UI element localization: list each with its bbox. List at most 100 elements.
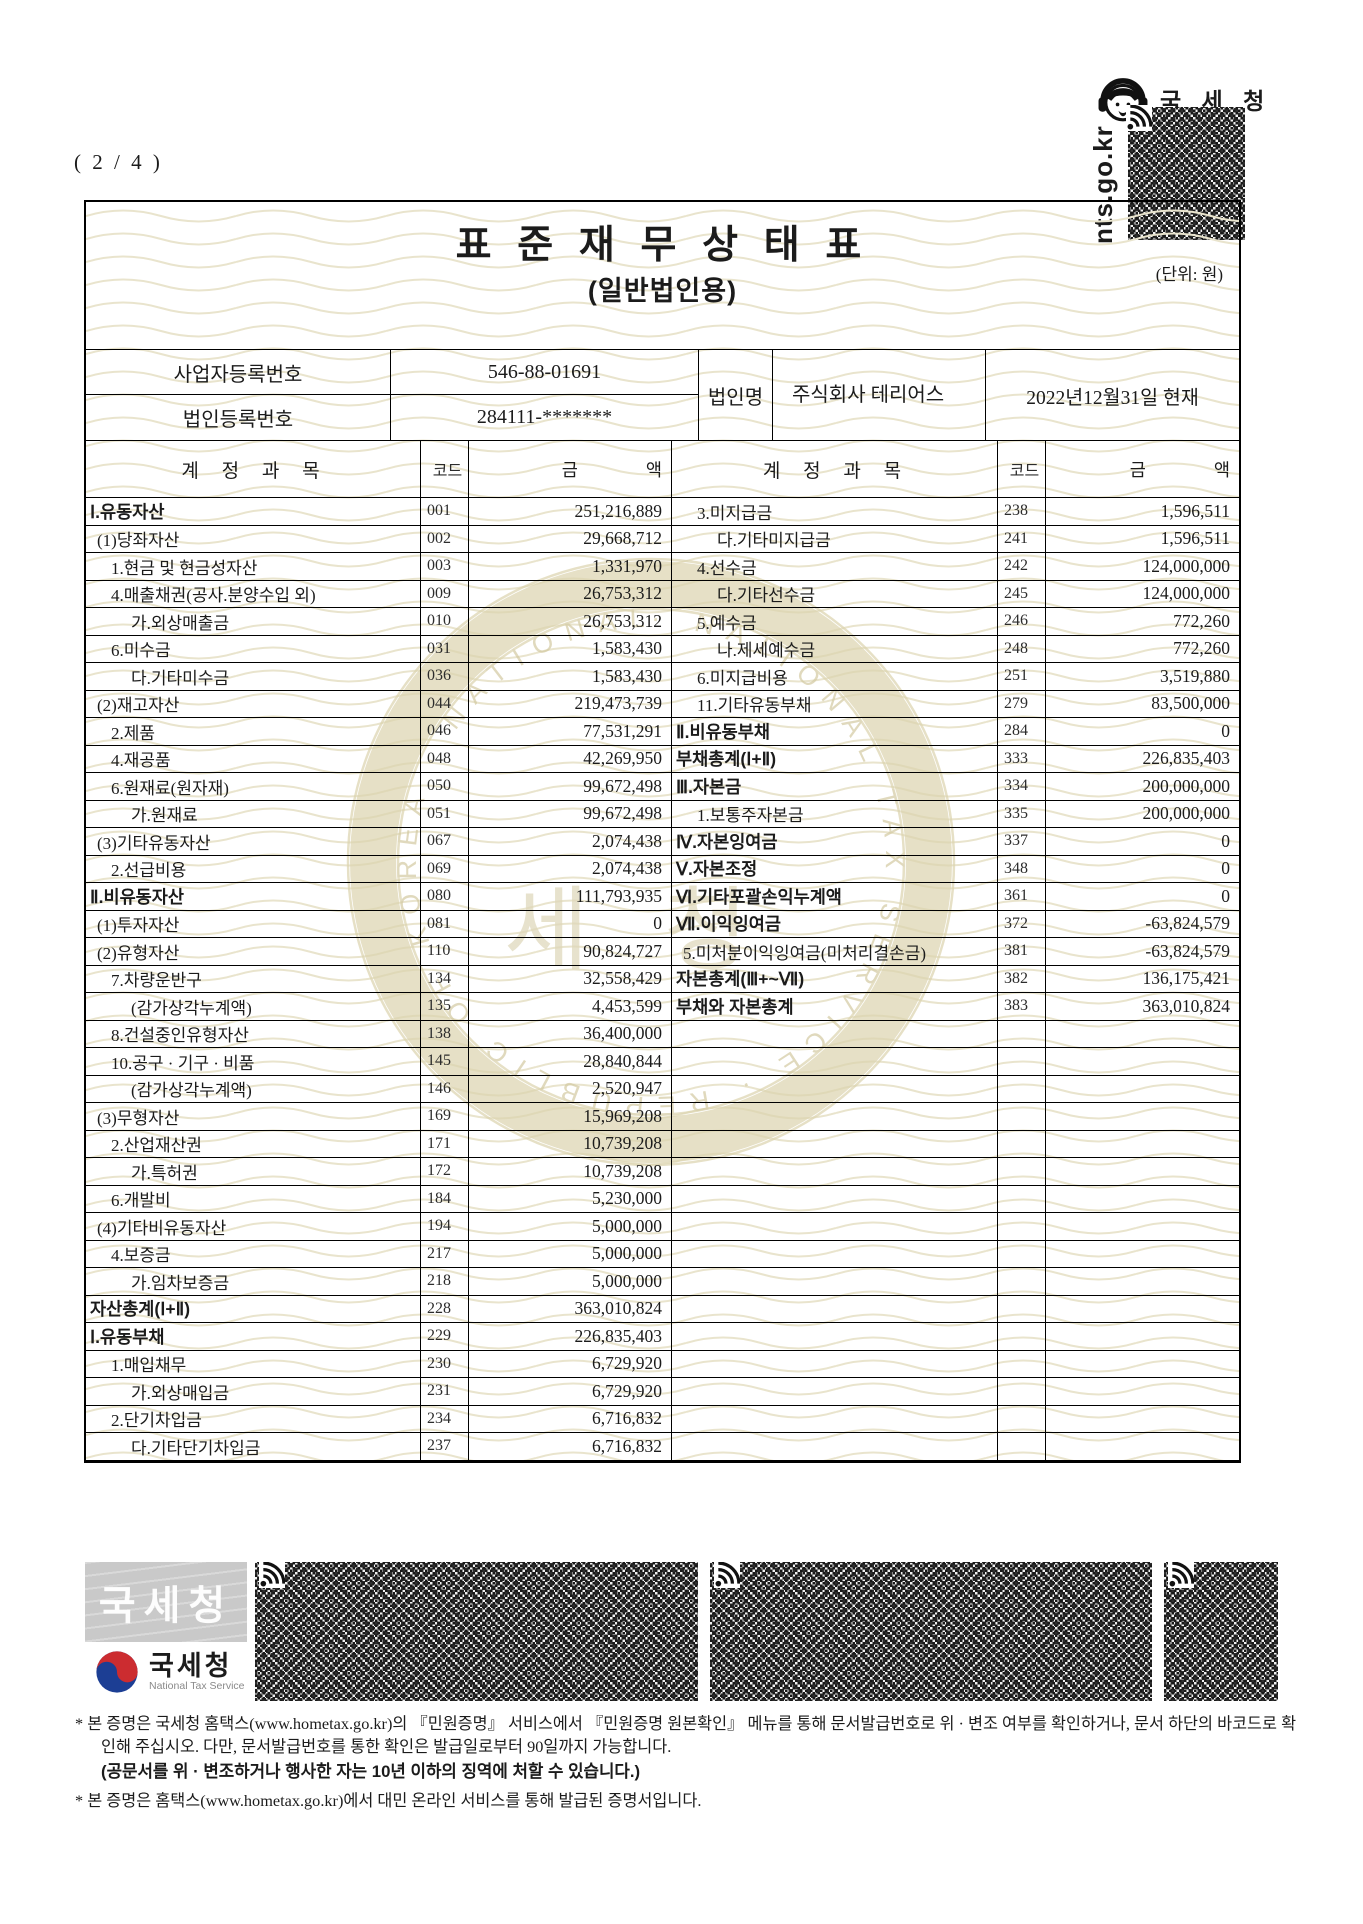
account-amount: 226,835,403 bbox=[469, 1323, 672, 1351]
table-row bbox=[672, 1213, 1239, 1241]
account-amount: 42,269,950 bbox=[469, 745, 672, 773]
account-amount: 0 bbox=[1046, 856, 1239, 883]
table-row bbox=[672, 1158, 1239, 1186]
corp-name-value: 주식회사 테리어스 bbox=[773, 350, 986, 440]
account-name bbox=[672, 1130, 998, 1158]
table-row bbox=[672, 1378, 1239, 1406]
corp-name-label: 법인명 bbox=[699, 350, 773, 440]
account-name: 1.보통주자본금 bbox=[672, 800, 998, 828]
account-name: 다.기타선수금 bbox=[672, 580, 998, 608]
account-code bbox=[998, 1158, 1046, 1186]
table-row: Ⅵ.기타포괄손익누계액 361 0 bbox=[672, 883, 1239, 911]
account-code: 110 bbox=[421, 938, 469, 966]
table-row: (3)기타유동자산 067 2,074,438 bbox=[86, 828, 672, 856]
table-row: (4)기타비유동자산 194 5,000,000 bbox=[86, 1213, 672, 1241]
account-code bbox=[998, 1350, 1046, 1378]
table-row: 8.건설중인유형자산 138 36,400,000 bbox=[86, 1020, 672, 1048]
broadcast-icon bbox=[714, 1562, 740, 1588]
account-code: 031 bbox=[421, 635, 469, 663]
table-row: 5.미처분이익잉여금(미처리결손금) 381 -63,824,579 bbox=[672, 938, 1239, 966]
account-code: 069 bbox=[421, 855, 469, 883]
account-name: 4.선수금 bbox=[672, 553, 998, 581]
account-code: 044 bbox=[421, 690, 469, 718]
account-name: 8.건설중인유형자산 bbox=[86, 1020, 421, 1048]
account-amount bbox=[1046, 1268, 1239, 1296]
account-amount: 10,739,208 bbox=[469, 1130, 672, 1158]
table-row: 가.외상매입금 231 6,729,920 bbox=[86, 1378, 672, 1406]
account-name bbox=[672, 1405, 998, 1433]
table-row: 1.매입채무 230 6,729,920 bbox=[86, 1350, 672, 1378]
table-row: 3.미지급금 238 1,596,511 bbox=[672, 498, 1239, 526]
account-name: (감가상각누계액) bbox=[86, 993, 421, 1021]
account-code: 003 bbox=[421, 553, 469, 581]
account-amount: 6,716,832 bbox=[469, 1405, 672, 1433]
account-amount: 772,260 bbox=[1046, 636, 1239, 663]
table-row: 2.산업재산권 171 10,739,208 bbox=[86, 1130, 672, 1158]
account-code bbox=[998, 1185, 1046, 1213]
account-code: 241 bbox=[998, 525, 1046, 553]
account-amount: 6,729,920 bbox=[469, 1350, 672, 1378]
table-row: 4.매출채권(공사.분양수입 외) 009 26,753,312 bbox=[86, 580, 672, 608]
table-row bbox=[672, 1130, 1239, 1158]
footer-note-1-warning: (공문서를 위 · 변조하거나 행사한 자는 10년 이하의 징역에 처할 수 … bbox=[101, 1762, 641, 1781]
nts-logo-english: National Tax Service bbox=[149, 1680, 245, 1692]
account-code bbox=[998, 1020, 1046, 1048]
account-code: 002 bbox=[421, 525, 469, 553]
account-name: (3)기타유동자산 bbox=[86, 828, 421, 856]
account-name: 6.미지급비용 bbox=[672, 663, 998, 691]
account-name: Ⅲ.자본금 bbox=[672, 773, 998, 801]
account-amount: 5,000,000 bbox=[469, 1268, 672, 1296]
table-row bbox=[672, 1268, 1239, 1296]
table-row: Ⅶ.이익잉여금 372 -63,824,579 bbox=[672, 910, 1239, 938]
account-amount bbox=[1046, 1351, 1239, 1378]
account-name bbox=[672, 1295, 998, 1323]
table-row: 다.기타미수금 036 1,583,430 bbox=[86, 663, 672, 691]
account-name: 6.미수금 bbox=[86, 635, 421, 663]
account-name: 4.보증금 bbox=[86, 1240, 421, 1268]
account-code: 383 bbox=[998, 993, 1046, 1021]
table-row: 1.보통주자본금 335 200,000,000 bbox=[672, 800, 1239, 828]
account-amount: 2,074,438 bbox=[469, 855, 672, 883]
account-name: Ⅳ.자본잉여금 bbox=[672, 828, 998, 856]
table-row: 다.기타선수금 245 124,000,000 bbox=[672, 580, 1239, 608]
account-name: 나.제세예수금 bbox=[672, 635, 998, 663]
account-amount: 5,000,000 bbox=[469, 1240, 672, 1268]
account-amount: 90,824,727 bbox=[469, 938, 672, 966]
table-row bbox=[672, 1350, 1239, 1378]
account-code: 279 bbox=[998, 690, 1046, 718]
account-name: 가.임차보증금 bbox=[86, 1268, 421, 1296]
account-name: (3)무형자산 bbox=[86, 1103, 421, 1131]
account-code: 246 bbox=[998, 608, 1046, 636]
account-name: (2)유형자산 bbox=[86, 938, 421, 966]
account-amount bbox=[1046, 1406, 1239, 1433]
footer-note-1: * 본 증명은 국세청 홈택스(www.hometax.go.kr)의 『민원증… bbox=[75, 1712, 1300, 1783]
account-code: 009 bbox=[421, 580, 469, 608]
table-row: Ⅱ.비유동자산 080 111,793,935 bbox=[86, 883, 672, 911]
account-amount: 111,793,935 bbox=[469, 883, 672, 911]
account-code: 146 bbox=[421, 1075, 469, 1103]
account-name: Ⅱ.비유동부채 bbox=[672, 718, 998, 746]
table-row bbox=[672, 1405, 1239, 1433]
account-code: 237 bbox=[421, 1433, 469, 1461]
account-code: 135 bbox=[421, 993, 469, 1021]
account-code: 172 bbox=[421, 1158, 469, 1186]
account-name: 가.외상매출금 bbox=[86, 608, 421, 636]
account-name bbox=[672, 1240, 998, 1268]
table-row: 가.임차보증금 218 5,000,000 bbox=[86, 1268, 672, 1296]
table-row: Ⅱ.비유동부채 284 0 bbox=[672, 718, 1239, 746]
account-amount: 136,175,421 bbox=[1046, 966, 1239, 993]
account-amount bbox=[1046, 1378, 1239, 1406]
account-name: 부채총계(Ⅰ+Ⅱ) bbox=[672, 745, 998, 773]
table-row: 자산총계(Ⅰ+Ⅱ) 228 363,010,824 bbox=[86, 1295, 672, 1323]
barcode-block-2 bbox=[710, 1562, 1152, 1701]
account-code: 251 bbox=[998, 663, 1046, 691]
account-code: 234 bbox=[421, 1405, 469, 1433]
table-row: 4.선수금 242 124,000,000 bbox=[672, 553, 1239, 581]
account-name bbox=[672, 1185, 998, 1213]
nts-logo: 국세청 National Tax Service bbox=[95, 1650, 245, 1694]
broadcast-icon bbox=[259, 1562, 285, 1588]
account-amount: 1,596,511 bbox=[1046, 498, 1239, 526]
account-amount: 226,835,403 bbox=[1046, 746, 1239, 773]
table-row: 가.원재료 051 99,672,498 bbox=[86, 800, 672, 828]
